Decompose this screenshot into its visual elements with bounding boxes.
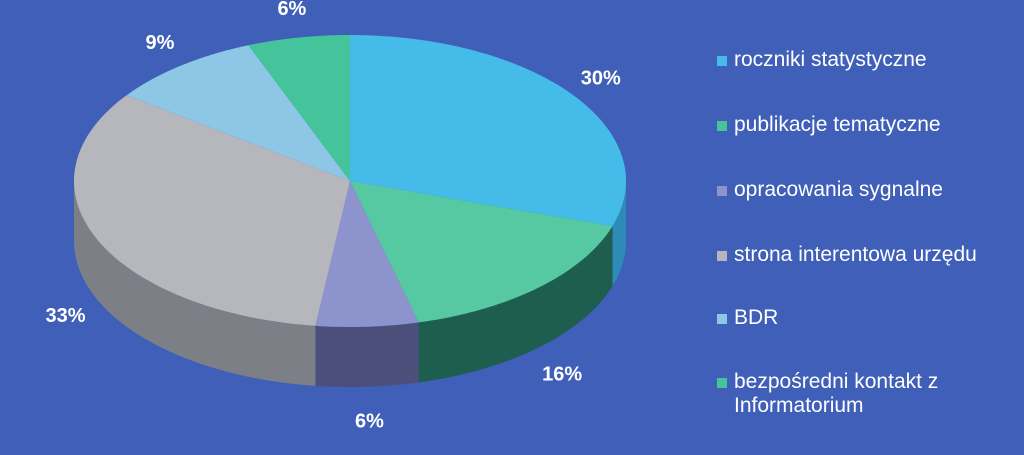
legend-label: strona interentowa urzędu xyxy=(734,243,977,266)
legend-swatch xyxy=(717,251,727,261)
pie-side-0 xyxy=(612,181,626,287)
legend-swatch xyxy=(717,378,727,388)
legend-label: publikacje tematyczne xyxy=(734,113,941,136)
data-label-0: 30% xyxy=(581,68,621,90)
data-label-3: 33% xyxy=(45,305,85,327)
data-label-2: 6% xyxy=(355,411,384,433)
pie-slice-4 xyxy=(126,45,350,181)
legend-label: bezpośredni kontakt z Informatorium xyxy=(734,370,939,417)
data-label-5: 6% xyxy=(277,0,306,20)
pie-side-2 xyxy=(315,322,419,387)
legend-swatch xyxy=(717,186,727,196)
pie-slice-0 xyxy=(350,35,626,227)
legend-swatch xyxy=(717,56,727,66)
pie-slice-3 xyxy=(74,95,350,326)
legend-swatch xyxy=(717,121,727,131)
pie-slice-1 xyxy=(350,181,613,323)
legend-label: roczniki statystyczne xyxy=(734,48,927,71)
legend-label: opracowania sygnalne xyxy=(734,178,943,201)
pie-slice-2 xyxy=(315,181,419,327)
data-label-1: 16% xyxy=(542,363,582,385)
pie-slice-5 xyxy=(248,35,350,181)
pie-side-3 xyxy=(74,181,316,386)
data-label-4: 9% xyxy=(146,32,175,54)
legend-swatch xyxy=(717,314,727,324)
pie-side-1 xyxy=(418,226,613,383)
legend-label: BDR xyxy=(734,306,779,329)
